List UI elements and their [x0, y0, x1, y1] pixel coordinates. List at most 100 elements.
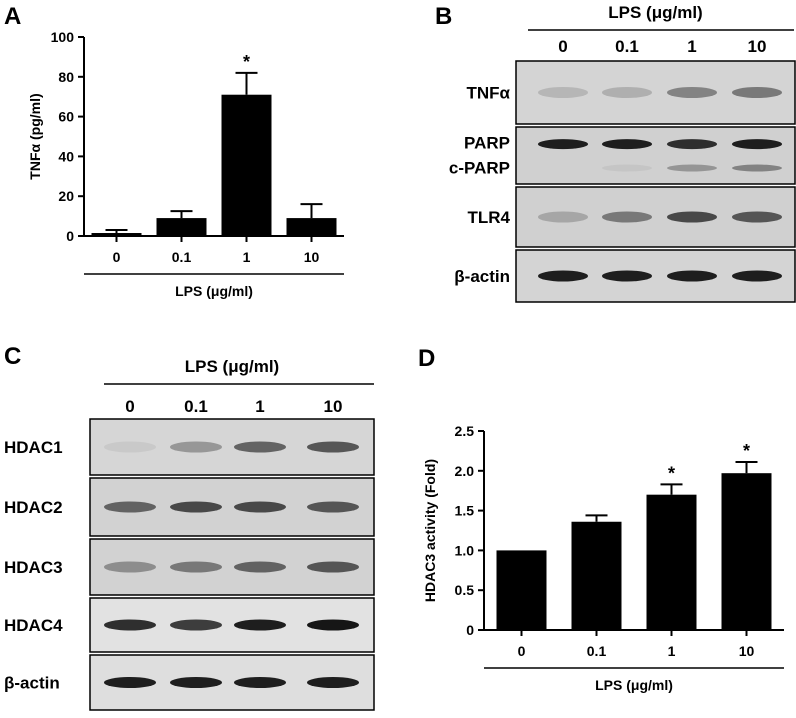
blot-band [732, 270, 782, 282]
bar [286, 218, 337, 236]
y-tick-label: 60 [58, 109, 74, 125]
x-tick-label: 0 [518, 643, 526, 659]
x-tick-label: 10 [739, 643, 755, 659]
y-axis-label: TNFα (pg/ml) [27, 93, 43, 179]
blot-band [602, 87, 652, 98]
y-axis-label: HDAC3 activity (Fold) [422, 459, 438, 602]
blot-band [170, 561, 222, 573]
bar [646, 494, 697, 630]
y-tick-label: 20 [58, 188, 74, 204]
significance-star: * [743, 441, 750, 461]
blot-label: HDAC3 [4, 558, 63, 577]
blot-label: TLR4 [468, 208, 511, 227]
y-tick-label: 0 [66, 228, 74, 244]
x-axis-label: LPS (μg/ml) [175, 283, 253, 299]
blot-band [234, 441, 286, 453]
blot-band [667, 87, 717, 98]
blot-label: HDAC4 [4, 616, 63, 635]
y-tick-label: 100 [51, 29, 75, 45]
blot-band [732, 211, 782, 223]
significance-star: * [243, 52, 250, 72]
lane-label: 0.1 [615, 37, 639, 56]
blot-band [602, 164, 652, 172]
blot-band [234, 677, 286, 688]
y-tick-label: 1.0 [455, 542, 475, 558]
bar [721, 473, 772, 630]
y-tick-label: 0.5 [455, 582, 475, 598]
blot-band [307, 561, 359, 573]
western-blot-c: LPS (μg/ml) 0 0.1 1 10 HDAC1 HDAC2 HDAC3 HDAC4 β-… [4, 357, 375, 711]
x-tick-label: 0 [113, 249, 121, 265]
blot-band [732, 164, 782, 172]
bar [571, 521, 622, 630]
blot-band [307, 619, 359, 631]
blot-label: TNFα [467, 84, 511, 103]
x-tick-label: 0.1 [587, 643, 607, 659]
chart-a-tnf: 0 20 40 60 80 100 0 0.1 * 1 10 LPS (μg/ml) TNFα (pg/… [27, 29, 344, 299]
lane-label: 0.1 [184, 397, 208, 416]
blot-band [307, 677, 359, 688]
blot-header: LPS (μg/ml) [608, 3, 702, 22]
lane-label: 0 [558, 37, 567, 56]
y-tick-label: 40 [58, 148, 74, 164]
blot-label: β-actin [454, 267, 510, 286]
blot-band [538, 87, 588, 98]
blot-band [538, 211, 588, 223]
blot-band [234, 619, 286, 631]
blot-header: LPS (μg/ml) [185, 357, 279, 376]
x-axis-label: LPS (μg/ml) [595, 677, 673, 693]
blot-band [732, 139, 782, 150]
bar [496, 550, 547, 630]
blot-band [104, 677, 156, 688]
blot-band [602, 270, 652, 282]
blot-band [667, 164, 717, 172]
blot-band [104, 501, 156, 513]
lane-label: 10 [324, 397, 343, 416]
blot-band [667, 270, 717, 282]
blot-band [667, 211, 717, 223]
lane-label: 0 [125, 397, 134, 416]
panel-letter-a: A [4, 3, 21, 30]
y-tick-label: 80 [58, 69, 74, 85]
blot-label: β-actin [4, 674, 60, 693]
bar [221, 94, 272, 237]
blot-band [170, 501, 222, 513]
blot-band [170, 619, 222, 631]
lane-label: 10 [748, 37, 767, 56]
blot-label: HDAC1 [4, 438, 63, 457]
blot-label: PARP [464, 134, 510, 153]
blot-strip [515, 126, 796, 185]
western-blot-b: LPS (μg/ml) 0 0.1 1 10 TNFα PARP c-PARP TLR4 β-ac… [449, 3, 796, 303]
chart-d-hdac3-activity: 0 0.5 1.0 1.5 2.0 2.5 0 0.1 * 1 * 10 LPS (μg/ml) HDAC… [422, 423, 784, 693]
y-tick-label: 2.0 [455, 463, 475, 479]
blot-band [104, 619, 156, 631]
blot-band [104, 561, 156, 573]
blot-band [234, 501, 286, 513]
blot-band [667, 139, 717, 150]
lane-label: 1 [255, 397, 264, 416]
blot-band [732, 87, 782, 98]
blot-band [307, 441, 359, 453]
x-tick-label: 10 [304, 249, 320, 265]
blot-band [234, 561, 286, 573]
blot-band [538, 270, 588, 282]
blot-band [170, 677, 222, 688]
panel-letter-d: D [418, 345, 435, 372]
y-tick-label: 2.5 [455, 423, 475, 439]
blot-band [307, 501, 359, 513]
significance-star: * [668, 463, 675, 483]
blot-band [170, 441, 222, 453]
blot-label: HDAC2 [4, 498, 63, 517]
panel-letter-b: B [435, 3, 452, 30]
blot-band [602, 211, 652, 223]
blot-band [538, 139, 588, 150]
blot-band [602, 139, 652, 150]
y-tick-label: 1.5 [455, 503, 475, 519]
bar [156, 218, 207, 236]
x-tick-label: 1 [668, 643, 676, 659]
blot-label: c-PARP [449, 159, 510, 178]
x-tick-label: 0.1 [172, 249, 192, 265]
x-tick-label: 1 [243, 249, 251, 265]
blot-band [104, 441, 156, 453]
